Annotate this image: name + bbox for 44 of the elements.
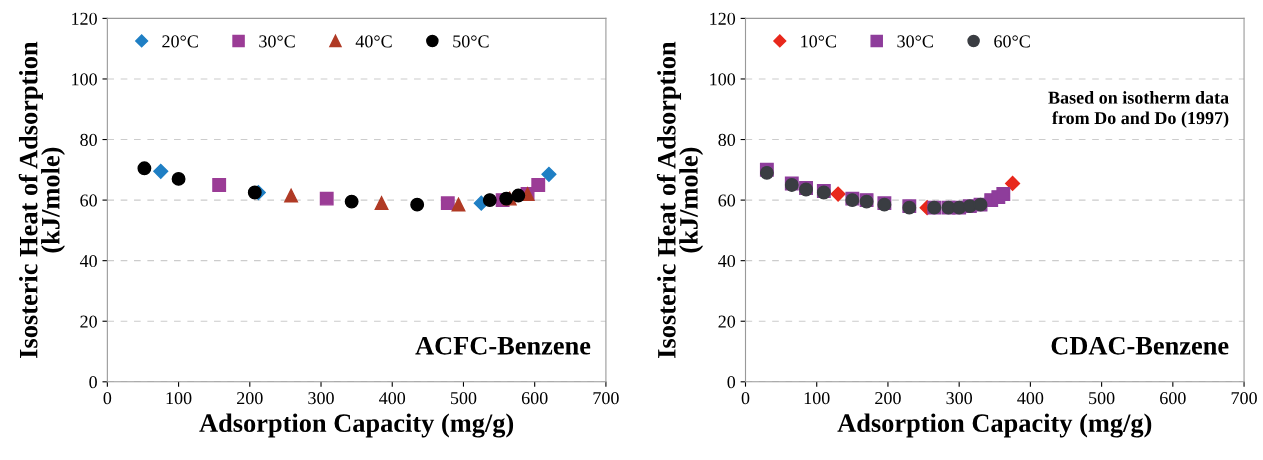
x-tick-label: 200: [875, 392, 901, 405]
y-tick-label: 80: [80, 133, 97, 146]
x-tick-label: 700: [593, 392, 619, 405]
y-tick-label: 80: [718, 133, 736, 146]
x-tick-label: 0: [741, 392, 750, 405]
legend-label: 30°C: [259, 35, 295, 48]
x-tick-label: 400: [379, 392, 406, 405]
annotation: Based on isotherm data from Do and Do (1997): [1048, 91, 1229, 128]
x-tick-label: 500: [1089, 392, 1115, 405]
x-tick-label: 300: [946, 392, 973, 405]
x-axis-title: Adsorption Capacity (mg/g): [837, 413, 1152, 438]
x-tick-label: 600: [521, 392, 548, 405]
x-tick-label: 0: [103, 392, 112, 405]
y-tick-label: 0: [89, 376, 97, 389]
y-tick-label: 120: [710, 12, 736, 25]
y-tick-label: 100: [710, 73, 736, 86]
x-tick-label: 600: [1160, 392, 1186, 405]
y-tick-label: 120: [72, 12, 97, 25]
x-tick-label: 100: [804, 392, 830, 405]
x-tick-label: 700: [1231, 392, 1257, 405]
y-tick-label: 20: [80, 315, 97, 328]
y-tick-label: 20: [718, 315, 736, 328]
x-tick-label: 200: [237, 392, 263, 405]
y-tick-label: 40: [79, 254, 97, 268]
x-tick-label: 400: [1017, 392, 1044, 405]
y-tick-label: 60: [80, 194, 97, 207]
x-tick-label: 100: [166, 392, 192, 405]
legend-label: 40°C: [355, 35, 392, 48]
y-tick-label: 100: [72, 73, 97, 86]
y-tick-label: 60: [718, 194, 736, 207]
legend-label: 30°C: [897, 35, 933, 48]
y-axis-title: Isosteric Heat of Adsorption (kJ/mole): [656, 41, 704, 358]
legend-label: 10°C: [801, 35, 836, 48]
y-tick-label: 40: [718, 254, 736, 268]
legend-label: 50°C: [453, 35, 489, 48]
annotation: CDAC-Benzene: [1051, 336, 1229, 355]
x-tick-label: 300: [308, 392, 334, 405]
x-tick-label: 500: [450, 392, 477, 405]
legend-label: 20°C: [162, 35, 198, 48]
y-tick-label: 0: [727, 376, 736, 389]
annotation: ACFC-Benzene: [415, 336, 591, 355]
y-axis-title: Isosteric Heat of Adsorption (kJ/mole): [18, 41, 65, 358]
x-axis-title: Adsorption Capacity (mg/g): [199, 413, 514, 438]
legend-label: 60°C: [994, 35, 1030, 48]
